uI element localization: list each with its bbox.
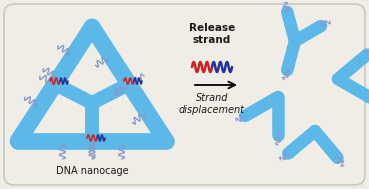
Text: Strand
displacement: Strand displacement	[179, 93, 245, 115]
Circle shape	[86, 97, 98, 109]
Text: DNA nanocage: DNA nanocage	[56, 166, 128, 176]
Text: Release
strand: Release strand	[189, 23, 235, 45]
Circle shape	[334, 75, 342, 83]
Circle shape	[274, 93, 282, 101]
Circle shape	[291, 37, 299, 45]
Circle shape	[123, 78, 135, 90]
Circle shape	[49, 78, 61, 90]
Circle shape	[86, 135, 98, 147]
Circle shape	[311, 127, 319, 135]
FancyBboxPatch shape	[4, 4, 365, 185]
